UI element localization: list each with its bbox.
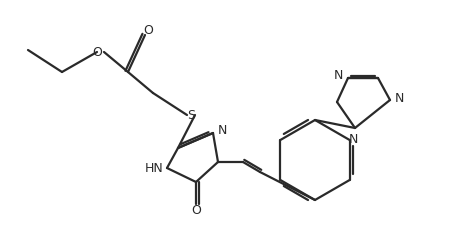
Text: S: S [187, 109, 195, 122]
Text: N: N [333, 68, 343, 82]
Text: HN: HN [144, 161, 163, 174]
Text: N: N [395, 91, 404, 105]
Text: O: O [92, 46, 102, 59]
Text: O: O [191, 204, 201, 217]
Text: N: N [218, 124, 227, 137]
Text: N: N [349, 133, 358, 146]
Text: O: O [143, 23, 153, 36]
